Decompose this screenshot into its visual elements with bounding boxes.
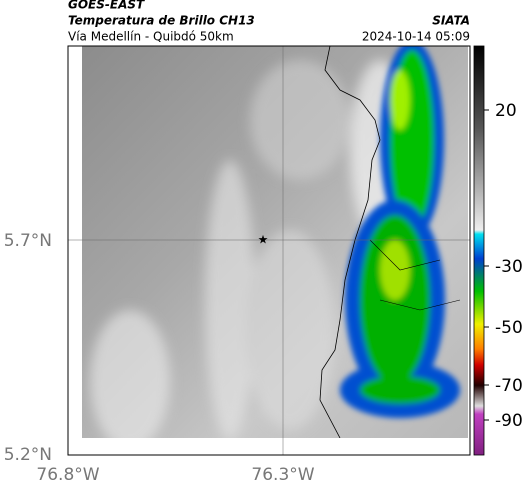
map-frame (67, 45, 471, 456)
lon-label: 76.3°W (251, 465, 314, 485)
title: GOES-EAST (68, 0, 145, 12)
colorbar-tick-label: -30 (495, 257, 523, 277)
subtitle: Temperatura de Brillo CH13 (68, 14, 255, 28)
satellite-image (82, 46, 468, 438)
colorbar-tick-label: -90 (495, 411, 523, 431)
timestamp: 2024-10-14 05:09 (362, 30, 470, 44)
lat-label: 5.7°N (4, 231, 52, 251)
source: SIATA (432, 14, 470, 28)
colorbar-tick-label: -50 (495, 318, 523, 338)
lat-label: 5.2°N (4, 445, 52, 465)
lon-label: 76.8°W (36, 465, 99, 485)
colorbar-tick-label: 20 (495, 101, 517, 121)
colorbar-tick-label: -70 (495, 376, 523, 396)
colorbar-ticks: 20 -30 -50 -70 -90 (484, 101, 523, 431)
colorbar (473, 45, 485, 456)
route: Vía Medellín - Quibdó 50km (68, 30, 234, 44)
location-marker: ★ (258, 233, 269, 247)
